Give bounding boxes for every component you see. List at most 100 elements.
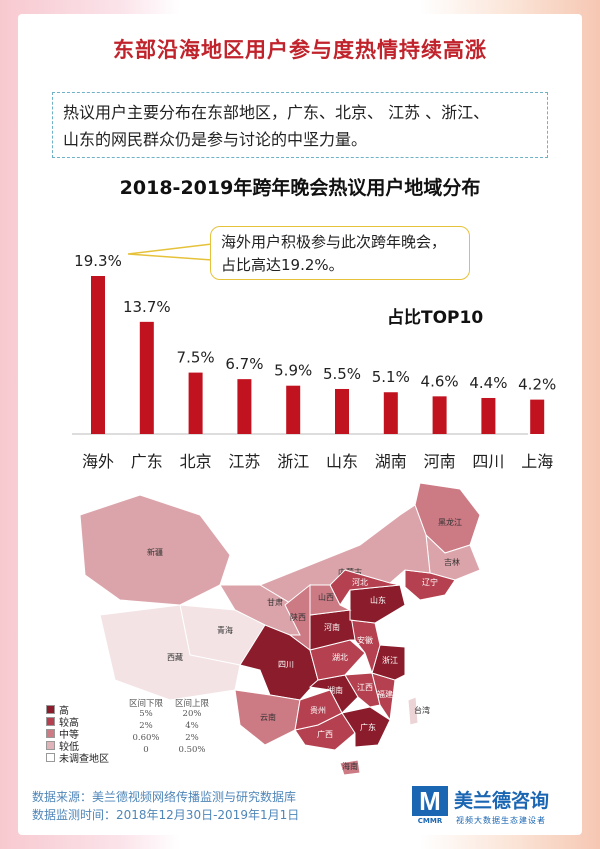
legend-label: 中等 xyxy=(59,729,79,741)
province-陕西 xyxy=(284,583,311,651)
province-label: 西藏 xyxy=(167,652,183,662)
range-lower: 5% xyxy=(139,709,153,719)
summary-line-2: 山东的网民群众仍是参与讨论的中坚力量。 xyxy=(63,130,368,149)
bar-北京 xyxy=(188,372,203,434)
bar-广东 xyxy=(139,321,154,434)
top10-label: 占比TOP10 xyxy=(387,308,484,328)
map-legend: 高较高 中等 较低 未调查地区 xyxy=(46,703,109,765)
category-label: 四川 xyxy=(472,452,504,471)
range-header: 区间下限 区间上限 xyxy=(120,697,212,709)
province-label: 湖北 xyxy=(332,653,348,662)
range-row: 0.60% 2% xyxy=(120,733,212,745)
category-label: 广东 xyxy=(131,452,163,471)
range-upper: 4% xyxy=(185,721,199,731)
category-label: 海外 xyxy=(82,452,114,471)
range-row: 2% 4% xyxy=(120,721,212,733)
legend-swatch xyxy=(46,704,55,714)
range-lower: 2% xyxy=(139,721,153,731)
province-贵州 xyxy=(294,689,343,731)
range-table: 区间下限 区间上限 5% 20% 2% 4% 0.60% 2% 0 0.50% xyxy=(120,697,212,757)
legend-item: 中等 xyxy=(46,727,109,741)
callout-overseas: 海外用户积极参与此次跨年晚会， 占比高达19.2%。 xyxy=(210,226,470,280)
legend-label: 较低 xyxy=(59,741,79,753)
range-lower: 0.60% xyxy=(132,733,160,743)
value-label: 4.2% xyxy=(518,376,556,394)
footer: 数据来源：美兰德视频网络传播监测与研究数据库 数据监测时间：2018年12月30… xyxy=(32,788,299,824)
range-header-lower: 区间下限 xyxy=(128,699,163,709)
legend-item: 较低 xyxy=(46,739,109,753)
province-label: 山东 xyxy=(370,595,386,605)
legend-item: 较高 xyxy=(46,715,109,729)
province-label: 吉林 xyxy=(444,557,460,567)
legend-item: 未调查地区 xyxy=(46,751,109,765)
china-heat-map: 黑龙江吉林辽宁内蒙古新疆甘肃青海西藏四川云南广西广东湖南江西福建浙江湖北安徽河南… xyxy=(79,482,481,775)
province-label: 浙江 xyxy=(382,655,398,665)
logo-mark: M xyxy=(412,786,448,816)
cmmr-logo: M CMMR 美兰德咨询 视频大数据生态建设者 xyxy=(412,786,572,828)
province-label: 贵州 xyxy=(310,705,326,715)
province-label: 云南 xyxy=(260,712,276,722)
range-row: 5% 20% xyxy=(120,709,212,721)
range-row: 0 0.50% xyxy=(120,745,212,757)
callout-line-2: 占比高达19.2%。 xyxy=(221,256,344,274)
value-label: 5.5% xyxy=(323,365,361,383)
legend-swatch xyxy=(46,716,55,726)
province-label: 青海 xyxy=(217,625,233,635)
value-label: 19.3% xyxy=(74,252,122,270)
category-label: 河南 xyxy=(424,452,456,471)
province-label: 海南 xyxy=(342,761,358,771)
category-label: 北京 xyxy=(180,452,212,471)
value-label: 6.7% xyxy=(225,355,263,373)
bar-四川 xyxy=(481,397,496,434)
category-label: 浙江 xyxy=(277,452,309,471)
range-upper: 20% xyxy=(182,709,202,719)
logo-tagline: 视频大数据生态建设者 xyxy=(456,816,546,825)
value-label: 5.9% xyxy=(274,362,312,380)
province-label: 江西 xyxy=(357,683,373,692)
value-label: 4.6% xyxy=(421,372,459,390)
legend-label: 较高 xyxy=(59,717,79,729)
province-label: 辽宁 xyxy=(422,577,438,587)
range-header-upper: 区间上限 xyxy=(174,699,209,709)
province-label: 安徽 xyxy=(357,635,373,645)
category-label: 江苏 xyxy=(228,452,260,471)
range-lower: 0 xyxy=(143,745,149,755)
province-label: 福建 xyxy=(377,689,393,699)
value-label: 5.1% xyxy=(372,368,410,386)
province-label: 广西 xyxy=(317,729,333,739)
province-海南 xyxy=(339,759,361,775)
category-label: 湖南 xyxy=(375,452,407,471)
legend-swatch xyxy=(46,728,55,738)
legend-swatch xyxy=(46,752,55,762)
bar-上海 xyxy=(530,399,545,434)
legend-label: 高 xyxy=(59,705,69,717)
legend-label: 未调查地区 xyxy=(59,753,109,765)
province-label: 广东 xyxy=(360,722,376,732)
value-label: 7.5% xyxy=(177,349,215,367)
range-upper: 2% xyxy=(185,733,199,743)
legend-swatch xyxy=(46,740,55,750)
bar-湖南 xyxy=(383,392,398,434)
province-label: 黑龙江 xyxy=(438,517,462,527)
province-label: 河北 xyxy=(352,577,368,587)
bar-江苏 xyxy=(237,379,252,434)
chart-title: 2018-2019年跨年晚会热议用户地域分布 xyxy=(119,177,481,199)
range-upper: 0.50% xyxy=(178,745,206,755)
province-label: 山西 xyxy=(318,592,334,602)
province-label: 甘肃 xyxy=(267,597,283,607)
data-source: 数据来源：美兰德视频网络传播监测与研究数据库 xyxy=(32,790,297,804)
monitoring-period: 数据监测时间：2018年12月30日-2019年1月1日 xyxy=(32,808,300,822)
province-西藏 xyxy=(99,604,241,701)
callout-line-1: 海外用户积极参与此次跨年晚会， xyxy=(221,233,447,251)
bar-浙江 xyxy=(286,385,301,434)
summary-line-1: 热议用户主要分布在东部地区，广东、北京、 江苏 、浙江、 xyxy=(63,103,490,122)
province-label: 四川 xyxy=(278,660,294,669)
logo-mark-sub: CMMR xyxy=(417,817,443,825)
province-label: 台湾 xyxy=(414,705,430,715)
page-title: 东部沿海地区用户参与度热情持续高涨 xyxy=(113,38,487,62)
summary-box: 热议用户主要分布在东部地区，广东、北京、 江苏 、浙江、 山东的网民群众仍是参与… xyxy=(52,92,548,158)
province-江西 xyxy=(344,672,381,708)
category-label: 山东 xyxy=(326,452,358,471)
province-台湾 xyxy=(407,696,419,726)
province-label: 新疆 xyxy=(147,547,163,557)
